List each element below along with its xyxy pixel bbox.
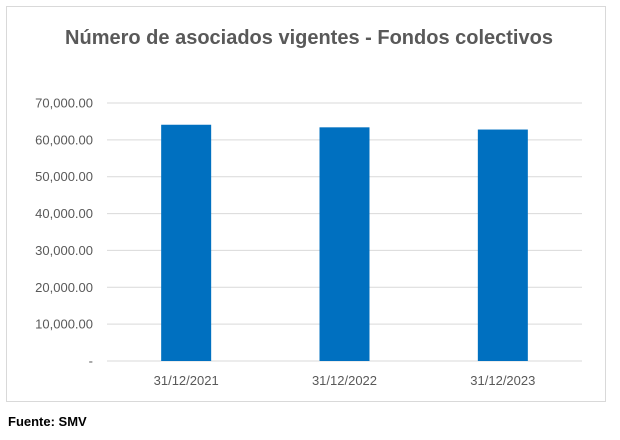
source-note: Fuente: SMV [8,414,87,429]
y-tick-label: 40,000.00 [35,206,93,221]
chart-title: Número de asociados vigentes - Fondos co… [65,27,553,49]
y-tick-label: 20,000.00 [35,280,93,295]
bars [161,124,528,361]
x-axis-ticks: 31/12/2021 31/12/2022 31/12/2023 [154,373,536,388]
bar [477,129,528,361]
y-tick-label: 10,000.00 [35,317,93,332]
bar [161,124,212,361]
y-tick-label: 30,000.00 [35,243,93,258]
bar [319,127,370,361]
y-axis-ticks: - 10,000.00 20,000.00 30,000.00 40,000.00 50,… [35,96,93,369]
y-tick-label: 60,000.00 [35,132,93,147]
x-tick-label: 31/12/2022 [312,373,377,388]
x-tick-label: 31/12/2021 [154,373,219,388]
y-tick-label: 50,000.00 [35,169,93,184]
y-tick-label: - [89,354,93,369]
y-tick-label: 70,000.00 [35,96,93,111]
x-tick-label: 31/12/2023 [470,373,535,388]
